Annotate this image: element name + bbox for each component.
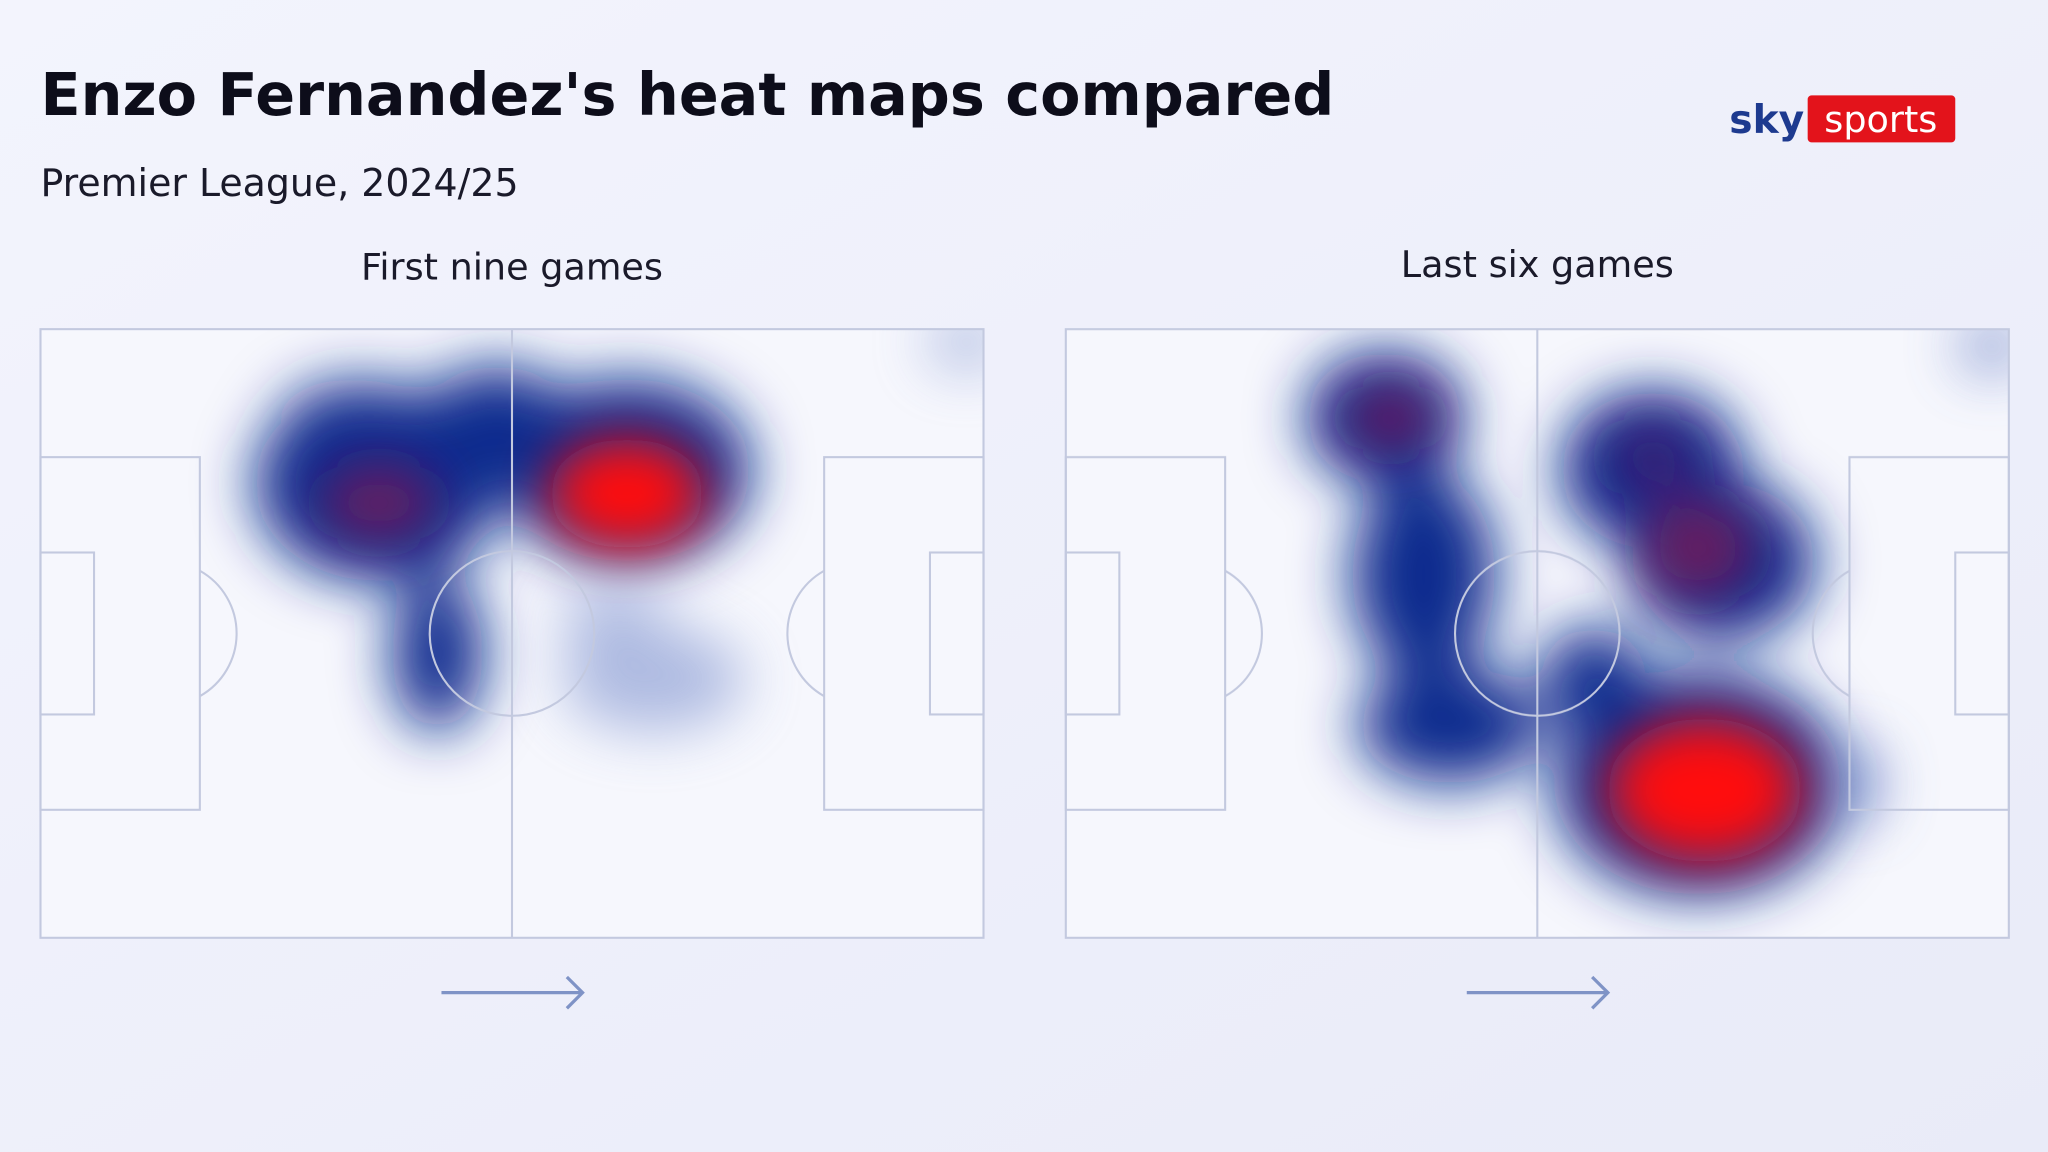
- pitch: [1064, 328, 2010, 939]
- logo-brand: sky: [1729, 98, 1804, 143]
- direction-arrow: [441, 975, 585, 1010]
- panel-title: First nine games: [361, 246, 663, 289]
- direction-arrow: [1466, 975, 1611, 1010]
- pitch: [39, 328, 985, 939]
- subtitle: Premier League, 2024/25: [40, 161, 518, 205]
- panel-title: Last six games: [1401, 243, 1674, 286]
- logo-product: sports: [1824, 98, 1937, 141]
- title: Enzo Fernandez's heat maps compared: [40, 60, 1334, 129]
- heatmap: [40, 329, 984, 938]
- logo-box: [1807, 95, 1956, 143]
- logo: sky sports: [1729, 95, 1956, 143]
- heatmap: [1065, 329, 2009, 938]
